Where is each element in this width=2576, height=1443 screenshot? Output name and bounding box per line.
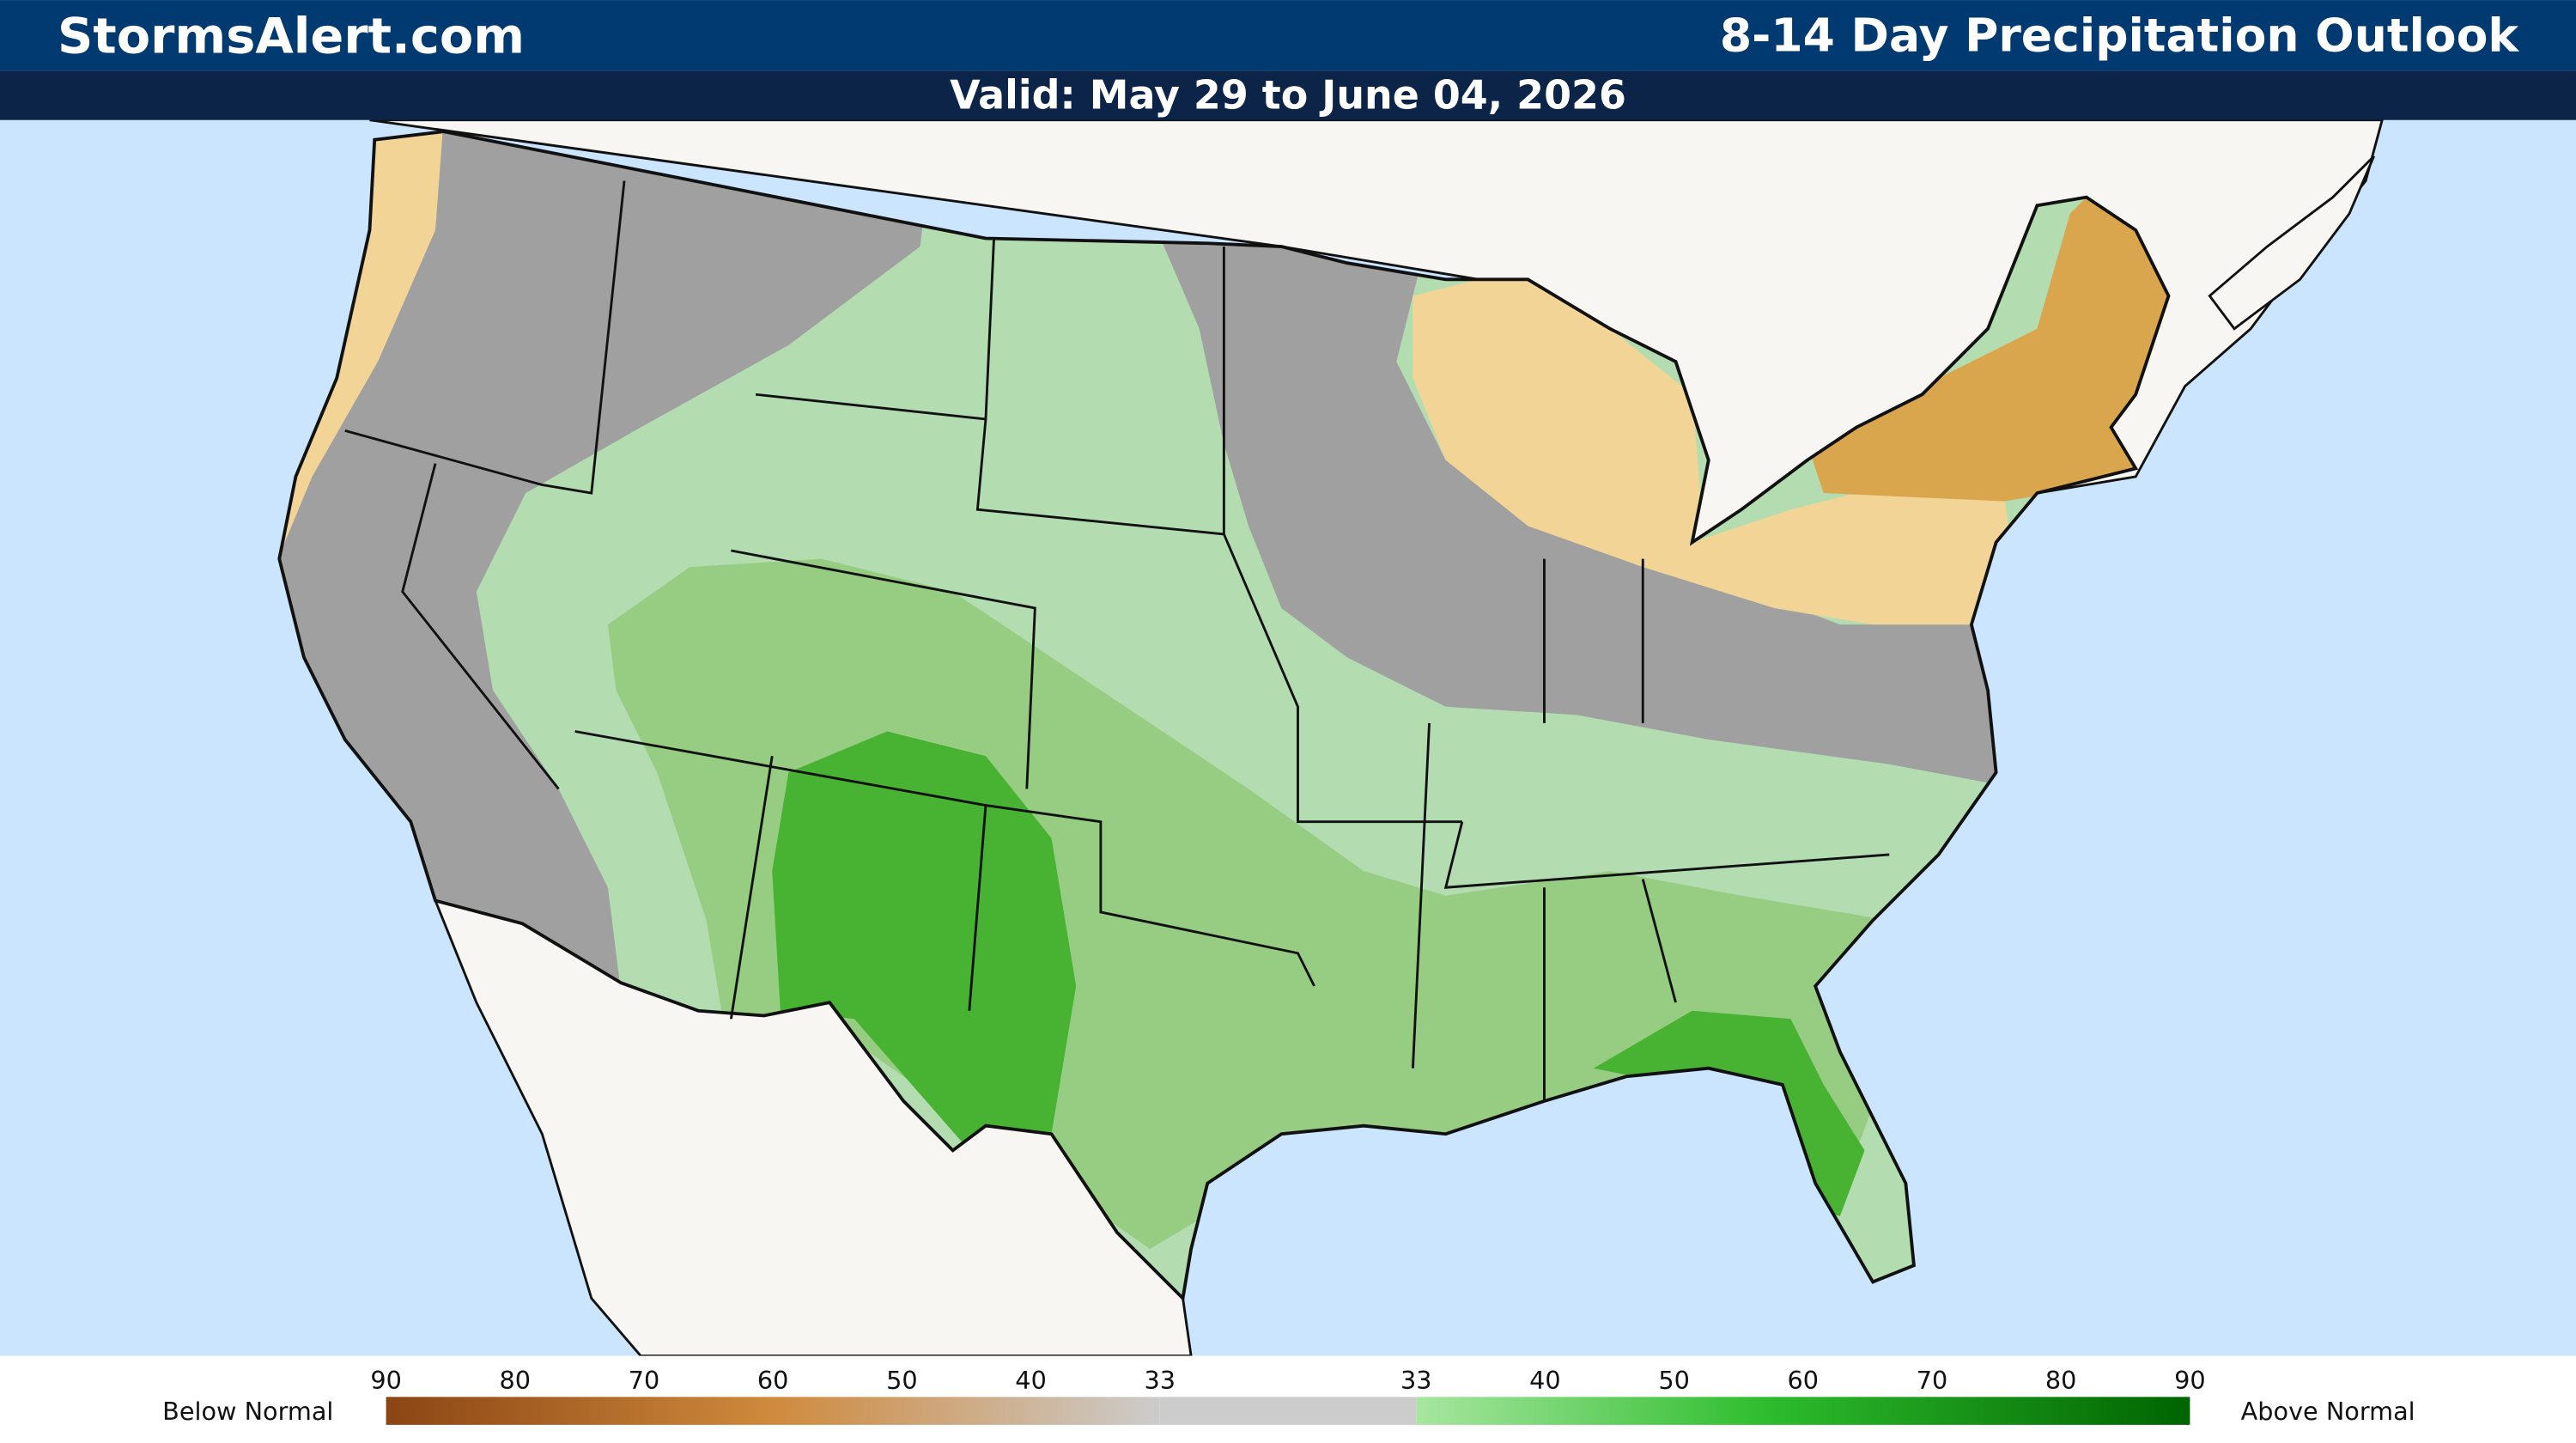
colorbar-tick-label: 50 <box>1658 1366 1690 1395</box>
state-borders <box>344 180 1890 1101</box>
site-name: StormsAlert.com <box>58 7 525 64</box>
region-tan-lakes <box>1413 271 2021 625</box>
region-gray-central <box>1150 213 2021 789</box>
region-orange-northeast <box>1807 180 2169 502</box>
colorbar-tick-label: 80 <box>500 1366 532 1395</box>
region-gray-west <box>279 131 937 1020</box>
colorbar-tick-label: 60 <box>757 1366 789 1395</box>
colorbar-normal <box>1159 1397 1417 1425</box>
colorbar-tick-label: 40 <box>1015 1366 1047 1395</box>
us-outline <box>277 130 2171 1302</box>
colorbar-tick-label: 70 <box>629 1366 660 1395</box>
colorbar-below <box>386 1397 1160 1425</box>
colorbar-tick-label: 40 <box>1529 1366 1561 1395</box>
below-normal-label: Below Normal <box>162 1397 333 1426</box>
colorbar-tick-label: 60 <box>1788 1366 1820 1395</box>
colorbar-tick-label: 90 <box>370 1366 402 1395</box>
above-normal-label: Above Normal <box>2241 1397 2415 1426</box>
header-bar <box>0 0 2576 71</box>
nova-scotia <box>2208 155 2375 331</box>
colorbar-tick-label: 33 <box>1145 1366 1176 1395</box>
colorbar-tick-label: 50 <box>886 1366 918 1395</box>
subheader-bar <box>0 70 2576 120</box>
region-green-southwest <box>772 731 1077 1151</box>
colorbar-above <box>1416 1397 2190 1425</box>
colorbar-tick-label: 33 <box>1400 1366 1432 1395</box>
map-title: 8-14 Day Precipitation Outlook <box>1720 8 2520 62</box>
colorbar-tick-label: 90 <box>2174 1366 2206 1395</box>
colorbar-tick-label: 80 <box>2045 1366 2077 1395</box>
colorbar-tick-label: 70 <box>1917 1366 1948 1395</box>
valid-dates: Valid: May 29 to June 04, 2026 <box>950 71 1626 118</box>
